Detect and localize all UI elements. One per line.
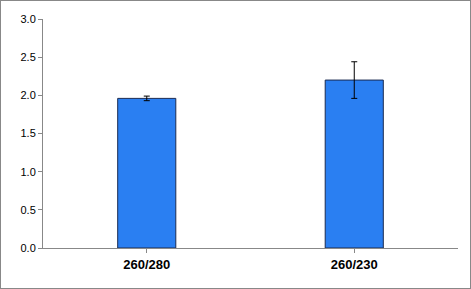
svg-text:1.5: 1.5 [21,127,36,139]
svg-text:0.5: 0.5 [21,204,36,216]
svg-text:260/230: 260/230 [331,257,378,272]
svg-text:260/280: 260/280 [123,257,170,272]
svg-text:0.0: 0.0 [21,242,36,254]
svg-text:2.0: 2.0 [21,89,36,101]
svg-text:3.0: 3.0 [21,13,36,25]
svg-text:1.0: 1.0 [21,166,36,178]
svg-text:2.5: 2.5 [21,51,36,63]
